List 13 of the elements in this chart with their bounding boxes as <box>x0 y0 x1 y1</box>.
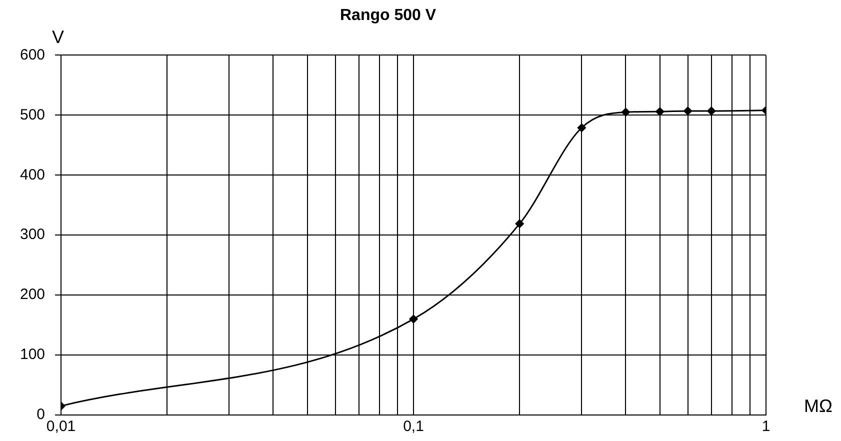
y-tick-label: 500 <box>20 106 46 124</box>
y-tick-label: 0 <box>36 406 46 424</box>
y-axis-title: V <box>52 27 64 48</box>
y-tick-label: 100 <box>20 346 46 364</box>
y-tick-label: 600 <box>20 46 46 64</box>
x-tick-label: 0,1 <box>403 418 424 436</box>
chart-title: Rango 500 V <box>340 7 436 24</box>
y-tick-label: 200 <box>20 286 46 304</box>
y-tick-label: 400 <box>20 166 46 184</box>
x-tick-label: 0,01 <box>46 418 76 436</box>
x-axis-title: MΩ <box>804 396 832 416</box>
y-tick-label: 300 <box>20 226 46 244</box>
x-tick-label: 1 <box>762 418 770 436</box>
